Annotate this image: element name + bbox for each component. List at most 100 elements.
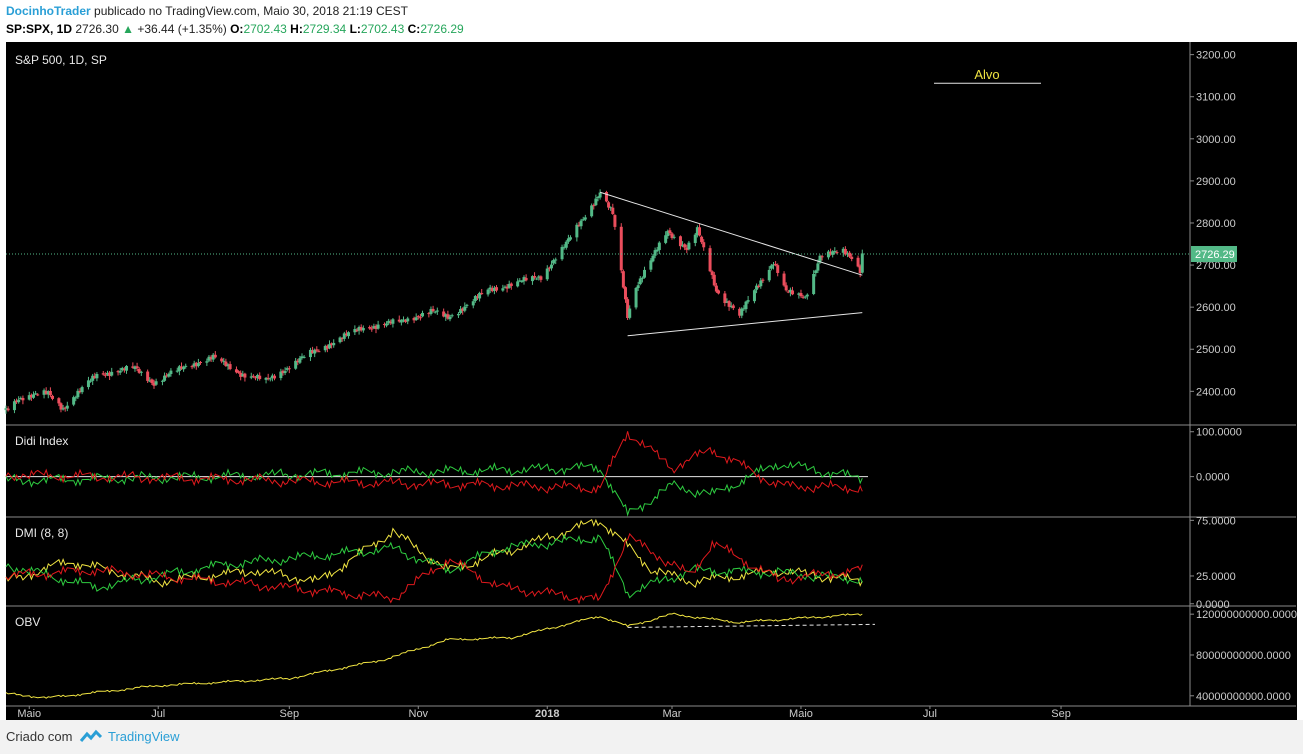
candle-body bbox=[590, 205, 594, 217]
candle-body bbox=[655, 249, 659, 252]
candle-body bbox=[196, 363, 200, 367]
chart-canvas[interactable]: S&P 500, 1D, SP 3200.00 3100.00 3000.00 2900… bbox=[0, 42, 1303, 720]
candle-body bbox=[816, 263, 820, 271]
candle-body bbox=[569, 237, 573, 240]
candle-body bbox=[803, 296, 807, 298]
candle-body bbox=[723, 293, 727, 304]
candle-body bbox=[727, 301, 731, 307]
candle-body bbox=[693, 234, 697, 244]
close-label: C: bbox=[407, 22, 421, 36]
tradingview-link[interactable]: TradingView bbox=[108, 729, 180, 744]
obv-pane[interactable]: OBV 120000000000.0000 80000000000.0000 4000… bbox=[5, 609, 1297, 703]
candle-body bbox=[110, 371, 114, 376]
candle-body bbox=[463, 306, 467, 311]
candle-body bbox=[226, 364, 230, 367]
time-axis[interactable]: Maio Jul Sep Nov 2018 Mar Maio Jul Sep bbox=[17, 706, 1071, 720]
candle-body bbox=[801, 296, 805, 298]
candle-body bbox=[475, 296, 479, 298]
candle-body bbox=[651, 255, 655, 262]
chart-header: DocinhoTrader publicado no TradingView.c… bbox=[0, 0, 1303, 42]
candle-body bbox=[332, 342, 336, 346]
indicator-series-red[interactable] bbox=[5, 431, 863, 495]
indicator-tick-label: 80000000000.0000 bbox=[1196, 650, 1291, 662]
time-tick-label: Sep bbox=[1051, 708, 1071, 720]
indicator-tick-label: 25.0000 bbox=[1196, 571, 1236, 583]
symbol-label: SP:SPX, 1D bbox=[6, 22, 73, 36]
candle-body bbox=[435, 310, 439, 312]
candle-body bbox=[243, 373, 247, 378]
candle-body bbox=[456, 313, 460, 316]
candle-body bbox=[347, 332, 351, 337]
candle-body bbox=[575, 224, 579, 238]
candle-body bbox=[416, 316, 420, 318]
candle-body bbox=[224, 361, 228, 367]
candle-body bbox=[370, 328, 374, 330]
candle-body bbox=[385, 323, 389, 326]
candle-body bbox=[473, 296, 477, 301]
candle-body bbox=[368, 327, 372, 329]
price-tick-label: 2800.00 bbox=[1196, 218, 1236, 230]
candle-body bbox=[313, 349, 317, 354]
trend-line-2[interactable] bbox=[627, 312, 863, 337]
candle-body bbox=[406, 318, 410, 322]
candle-body bbox=[279, 371, 283, 379]
candle-body bbox=[330, 343, 334, 346]
price-tick-label: 3200.00 bbox=[1196, 50, 1236, 62]
candle-body bbox=[628, 308, 632, 318]
indicator-series-yellow[interactable] bbox=[5, 518, 863, 588]
candle-body bbox=[702, 242, 706, 248]
candle-body bbox=[160, 380, 164, 382]
candle-body bbox=[65, 405, 69, 409]
candle-body bbox=[581, 219, 585, 221]
candle-body bbox=[664, 235, 668, 243]
candle-body bbox=[752, 290, 756, 302]
author-link[interactable]: DocinhoTrader bbox=[6, 4, 91, 18]
pane-title-3: OBV bbox=[15, 615, 40, 629]
candle-body bbox=[566, 238, 570, 242]
price-tick-label: 3100.00 bbox=[1196, 92, 1236, 104]
ohlc-line: SP:SPX, 1D 2726.30 ▲ +36.44 (+1.35%) O:2… bbox=[6, 22, 464, 36]
candle-body bbox=[184, 365, 188, 367]
obv-support-line[interactable] bbox=[627, 623, 875, 628]
indicator-series-green[interactable] bbox=[5, 461, 863, 517]
candle-body bbox=[799, 293, 803, 297]
candle-body bbox=[118, 370, 122, 373]
up-arrow-icon: ▲ bbox=[122, 22, 134, 36]
candle-body bbox=[507, 283, 511, 288]
candle-body bbox=[634, 287, 638, 308]
candle-body bbox=[42, 390, 46, 395]
price-tick-label: 2600.00 bbox=[1196, 302, 1236, 314]
candle-body bbox=[264, 377, 268, 380]
candle-body bbox=[592, 205, 596, 207]
candle-body bbox=[148, 380, 152, 382]
candle-body bbox=[433, 311, 437, 313]
time-tick-label: 2018 bbox=[535, 708, 559, 720]
candle-body bbox=[122, 368, 126, 371]
candle-body bbox=[78, 390, 82, 392]
candle-body bbox=[91, 375, 95, 381]
candle-body bbox=[182, 367, 186, 370]
price-tick-label: 2700.00 bbox=[1196, 260, 1236, 272]
indicator-series-yellow[interactable] bbox=[5, 612, 863, 699]
candle-body bbox=[480, 293, 484, 295]
price-pane[interactable]: S&P 500, 1D, SP 3200.00 3100.00 3000.00 2900… bbox=[4, 50, 1238, 414]
time-axis-background bbox=[6, 706, 1297, 720]
trend-line-1[interactable] bbox=[599, 191, 863, 276]
indicator-series-green[interactable] bbox=[5, 533, 863, 599]
didi-pane[interactable]: Didi Index 100.0000 0.0000 bbox=[5, 427, 1242, 517]
candle-body bbox=[105, 372, 109, 375]
candle-body bbox=[776, 265, 780, 273]
dmi-pane[interactable]: DMI (8, 8) 75.0000 25.0000 0.0000 bbox=[5, 515, 1236, 611]
candle-body bbox=[858, 266, 862, 274]
candle-body bbox=[12, 401, 16, 411]
candle-body bbox=[537, 276, 541, 278]
candle-body bbox=[51, 395, 55, 399]
indicator-series-red[interactable] bbox=[5, 532, 863, 605]
candle-body bbox=[653, 250, 657, 256]
candle-body bbox=[323, 346, 327, 351]
candle-body bbox=[374, 325, 378, 329]
candle-body bbox=[450, 315, 454, 317]
candle-body bbox=[311, 350, 315, 353]
plot-background bbox=[6, 42, 1190, 706]
candle-body bbox=[490, 288, 494, 292]
